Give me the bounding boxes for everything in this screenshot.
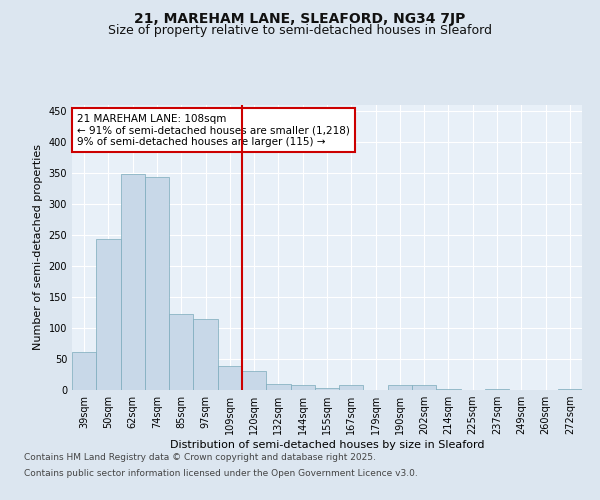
Bar — [290, 385, 315, 390]
Text: 21 MAREHAM LANE: 108sqm
← 91% of semi-detached houses are smaller (1,218)
9% of : 21 MAREHAM LANE: 108sqm ← 91% of semi-de… — [77, 114, 350, 147]
Bar — [266, 384, 290, 390]
Text: 21, MAREHAM LANE, SLEAFORD, NG34 7JP: 21, MAREHAM LANE, SLEAFORD, NG34 7JP — [134, 12, 466, 26]
Bar — [121, 174, 145, 390]
Bar — [96, 240, 121, 390]
X-axis label: Distribution of semi-detached houses by size in Sleaford: Distribution of semi-detached houses by … — [170, 440, 484, 450]
Bar — [72, 352, 96, 390]
Text: Size of property relative to semi-detached houses in Sleaford: Size of property relative to semi-detach… — [108, 24, 492, 37]
Bar — [339, 385, 364, 390]
Text: Contains HM Land Registry data © Crown copyright and database right 2025.: Contains HM Land Registry data © Crown c… — [24, 454, 376, 462]
Bar — [388, 385, 412, 390]
Bar — [436, 389, 461, 390]
Bar — [242, 372, 266, 390]
Bar — [412, 385, 436, 390]
Y-axis label: Number of semi-detached properties: Number of semi-detached properties — [33, 144, 43, 350]
Bar — [169, 314, 193, 390]
Bar — [145, 178, 169, 390]
Bar — [218, 366, 242, 390]
Bar — [315, 388, 339, 390]
Text: Contains public sector information licensed under the Open Government Licence v3: Contains public sector information licen… — [24, 468, 418, 477]
Bar — [193, 319, 218, 390]
